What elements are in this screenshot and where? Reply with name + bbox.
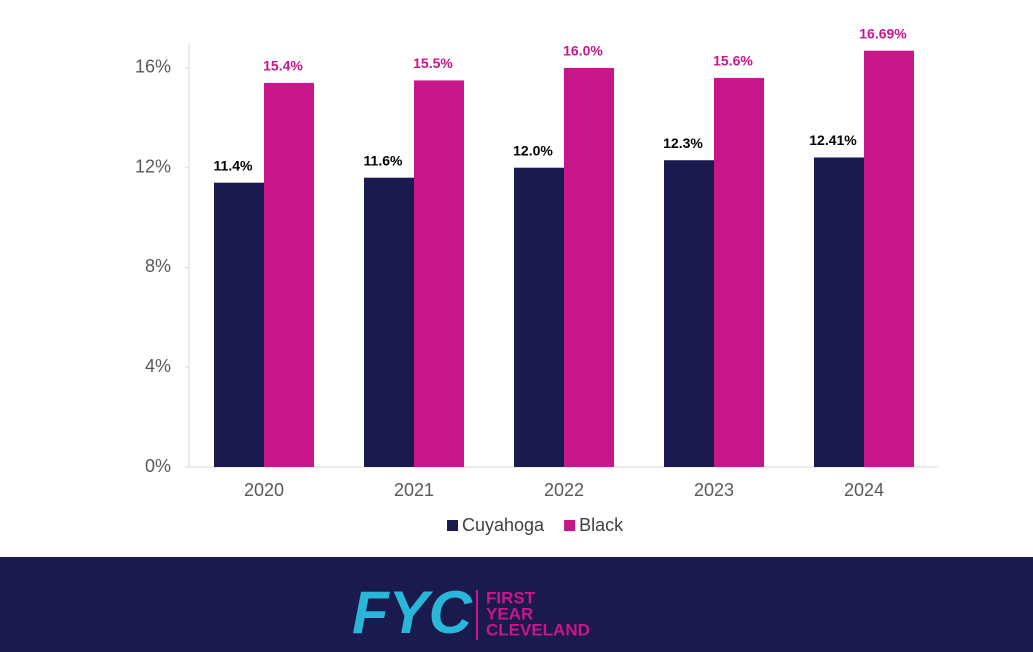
y-tick-label: 0% bbox=[145, 456, 171, 476]
footer-text: YEAR bbox=[486, 604, 533, 623]
value-label: 15.5% bbox=[413, 55, 453, 71]
bar bbox=[414, 80, 464, 467]
bar bbox=[664, 160, 714, 468]
x-tick-label: 2020 bbox=[244, 480, 284, 500]
bar bbox=[714, 77, 764, 467]
value-label: 16.0% bbox=[563, 43, 603, 59]
footer-text: CLEVELAND bbox=[486, 620, 590, 639]
bar bbox=[264, 82, 314, 467]
bar bbox=[364, 177, 414, 467]
y-tick-label: 8% bbox=[145, 256, 171, 276]
value-label: 11.4% bbox=[214, 157, 253, 173]
legend-swatch bbox=[564, 520, 576, 531]
value-label: 15.6% bbox=[713, 53, 753, 69]
bar bbox=[864, 50, 914, 468]
y-tick-label: 12% bbox=[135, 156, 171, 176]
value-label: 12.0% bbox=[513, 142, 553, 158]
legend-label: Black bbox=[579, 515, 624, 535]
footer-band bbox=[0, 557, 1033, 652]
bar bbox=[214, 182, 264, 467]
x-tick-label: 2021 bbox=[394, 480, 434, 500]
value-label: 16.69% bbox=[859, 25, 907, 41]
legend-label: Cuyahoga bbox=[462, 515, 545, 535]
y-tick-label: 4% bbox=[145, 356, 171, 376]
x-tick-label: 2024 bbox=[844, 480, 884, 500]
y-tick-label: 16% bbox=[135, 57, 171, 77]
value-label: 12.41% bbox=[809, 132, 857, 148]
value-label: 15.4% bbox=[263, 58, 303, 74]
x-tick-label: 2023 bbox=[694, 480, 734, 500]
footer-logo: FYC bbox=[352, 579, 474, 646]
legend-swatch bbox=[447, 520, 458, 531]
value-label: 11.6% bbox=[364, 152, 403, 168]
bar bbox=[514, 167, 564, 468]
value-label: 12.3% bbox=[663, 135, 703, 151]
x-tick-label: 2022 bbox=[544, 480, 584, 500]
footer-text: FIRST bbox=[486, 588, 536, 607]
bar bbox=[814, 157, 864, 468]
bar bbox=[564, 67, 614, 468]
